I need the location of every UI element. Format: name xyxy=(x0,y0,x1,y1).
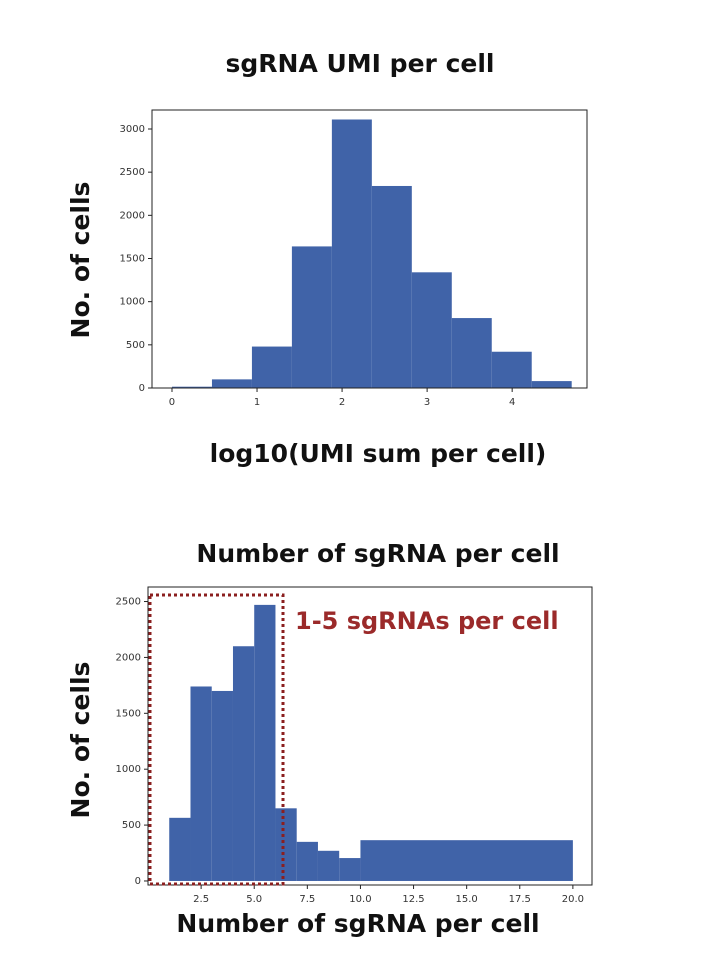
x-tick-label: 15.0 xyxy=(456,894,478,905)
x-tick-label: 12.5 xyxy=(402,894,424,905)
x-tick-label: 0 xyxy=(169,397,175,408)
x-tick-label: 17.5 xyxy=(509,894,531,905)
bar xyxy=(254,604,276,881)
x-tick-label: 2 xyxy=(339,397,345,408)
y-tick-label: 1000 xyxy=(116,764,141,775)
bar xyxy=(491,351,532,388)
y-tick-label: 2000 xyxy=(120,210,145,221)
bar xyxy=(360,840,573,881)
x-axis-label: log10(UMI sum per cell) xyxy=(210,439,547,468)
chart-title: Number of sgRNA per cell xyxy=(196,539,559,568)
y-tick-label: 1500 xyxy=(116,708,141,719)
bar xyxy=(232,646,255,881)
x-tick-label: 10.0 xyxy=(349,894,371,905)
x-tick-label: 1 xyxy=(254,397,260,408)
annotation: 1-5 sgRNAs per cell xyxy=(295,607,559,635)
chart-title: sgRNA UMI per cell xyxy=(226,49,495,78)
y-tick-label: 1000 xyxy=(120,297,145,308)
y-tick-label: 2000 xyxy=(116,652,141,663)
bar xyxy=(296,841,318,881)
x-tick-label: 4 xyxy=(509,397,515,408)
bar xyxy=(451,318,492,388)
y-tick-label: 1500 xyxy=(120,253,145,264)
plot-frame xyxy=(151,109,588,389)
y-tick-label: 2500 xyxy=(116,597,141,608)
y-tick-label: 2500 xyxy=(120,167,145,178)
bar xyxy=(190,686,212,881)
y-axis-label: No. of cells xyxy=(66,182,95,339)
x-axis-label: Number of sgRNA per cell xyxy=(176,909,539,938)
y-tick-label: 0 xyxy=(135,876,141,887)
plot-frame xyxy=(147,586,593,886)
bar xyxy=(275,808,297,881)
y-axis-label: No. of cells xyxy=(66,662,95,819)
y-tick-label: 3000 xyxy=(120,124,145,135)
y-tick-label: 500 xyxy=(126,340,145,351)
y-tick-label: 500 xyxy=(122,820,141,831)
bar xyxy=(211,690,233,881)
x-tick-label: 2.5 xyxy=(193,894,209,905)
x-tick-label: 7.5 xyxy=(299,894,315,905)
x-tick-label: 5.0 xyxy=(246,894,262,905)
bar xyxy=(211,379,252,388)
x-tick-label: 20.0 xyxy=(562,894,584,905)
bar xyxy=(169,817,191,881)
bar xyxy=(251,346,292,388)
bar xyxy=(411,272,452,388)
highlight-box xyxy=(148,593,285,886)
bar xyxy=(171,386,212,388)
bar xyxy=(531,381,572,388)
bar xyxy=(331,119,372,389)
bar xyxy=(291,246,332,388)
bar xyxy=(371,185,412,388)
y-tick-label: 0 xyxy=(139,383,145,394)
x-tick-label: 3 xyxy=(424,397,430,408)
bar xyxy=(339,858,361,881)
bar xyxy=(317,850,340,881)
